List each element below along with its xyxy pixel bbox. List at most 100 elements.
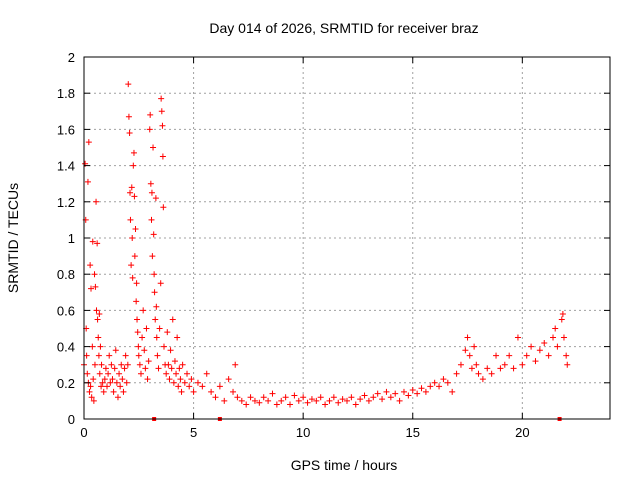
data-point: [134, 316, 141, 323]
data-point: [139, 334, 146, 341]
data-point: [166, 376, 173, 383]
data-point: [100, 388, 107, 395]
data-point: [528, 343, 535, 350]
y-tick-label: 0.4: [57, 340, 75, 355]
data-point: [379, 396, 386, 403]
data-point: [110, 388, 117, 395]
data-point: [436, 383, 443, 390]
data-point: [361, 392, 368, 399]
data-point: [383, 388, 390, 395]
data-point: [124, 361, 131, 368]
data-point: [282, 394, 289, 401]
data-point: [506, 352, 513, 359]
data-point: [149, 253, 156, 260]
data-point: [212, 394, 219, 401]
data-point: [295, 397, 302, 404]
data-point: [177, 376, 184, 383]
data-point: [387, 394, 394, 401]
data-point: [554, 343, 561, 350]
data-point: [466, 352, 473, 359]
data-point: [173, 370, 180, 377]
data-point: [370, 394, 377, 401]
data-point: [128, 184, 135, 191]
data-point: [291, 392, 298, 399]
data-point: [109, 376, 116, 383]
data-point: [96, 370, 103, 377]
data-point: [98, 361, 105, 368]
data-point: [147, 180, 154, 187]
data-point: [158, 95, 165, 102]
data-point: [105, 370, 112, 377]
data-point: [108, 361, 115, 368]
data-point: [130, 149, 137, 156]
data-point: [501, 361, 508, 368]
data-point: [89, 238, 96, 245]
data-point: [339, 396, 346, 403]
data-point: [559, 311, 566, 318]
data-point: [471, 343, 478, 350]
data-point: [91, 361, 98, 368]
data-point: [176, 365, 183, 372]
data-point: [91, 271, 98, 278]
data-point: [111, 365, 118, 372]
data-point: [93, 307, 100, 314]
data-point: [153, 334, 160, 341]
data-point: [203, 370, 210, 377]
data-point: [184, 370, 191, 377]
data-point: [536, 347, 543, 354]
data-point: [126, 130, 133, 137]
data-point: [144, 376, 151, 383]
data-point: [405, 392, 412, 399]
data-point: [464, 334, 471, 341]
data-point: [519, 361, 526, 368]
data-point: [400, 388, 407, 395]
data-point: [278, 397, 285, 404]
data-point: [150, 144, 157, 151]
data-point: [523, 352, 530, 359]
data-point: [134, 329, 141, 336]
data-point: [344, 397, 350, 404]
y-tick-labels: 0 0.2 0.4 0.6 0.8 1 1.2 1.4 1.6 1.8 2: [57, 50, 75, 427]
data-point: [493, 352, 500, 359]
data-point: [130, 162, 137, 169]
data-point: [564, 361, 571, 368]
data-point: [300, 394, 307, 401]
data-point: [135, 352, 142, 359]
data-point: [137, 370, 144, 377]
data-point: [357, 396, 364, 403]
data-point: [153, 303, 160, 310]
data-point: [160, 343, 167, 350]
data-point: [194, 379, 201, 386]
data-point: [121, 365, 128, 372]
data-point: [84, 178, 91, 185]
data-point: [168, 365, 175, 372]
data-point: [88, 394, 95, 401]
data-point: [514, 334, 521, 341]
data-point: [251, 397, 258, 404]
data-point: [122, 352, 129, 359]
data-point: [112, 347, 119, 354]
data-point: [93, 198, 100, 205]
data-point: [444, 379, 451, 386]
data-point: [453, 370, 460, 377]
data-point: [131, 253, 138, 260]
data-point: [157, 280, 164, 287]
data-point: [127, 216, 134, 223]
y-tick-label: 1.6: [57, 122, 75, 137]
data-point: [142, 365, 149, 372]
x-tick-label: 0: [80, 425, 87, 440]
data-point: [129, 235, 136, 241]
data-point: [151, 271, 158, 278]
data-point: [308, 396, 315, 403]
data-point: [468, 365, 475, 372]
x-tick-labels: 0 5 10 15 20: [80, 425, 529, 440]
data-point: [89, 343, 96, 350]
data-point: [102, 365, 109, 372]
data-point: [95, 352, 102, 359]
data-point: [160, 204, 167, 211]
data-point: [95, 334, 102, 341]
data-point: [98, 383, 105, 390]
data-point: [422, 388, 429, 395]
data-point: [170, 379, 177, 386]
